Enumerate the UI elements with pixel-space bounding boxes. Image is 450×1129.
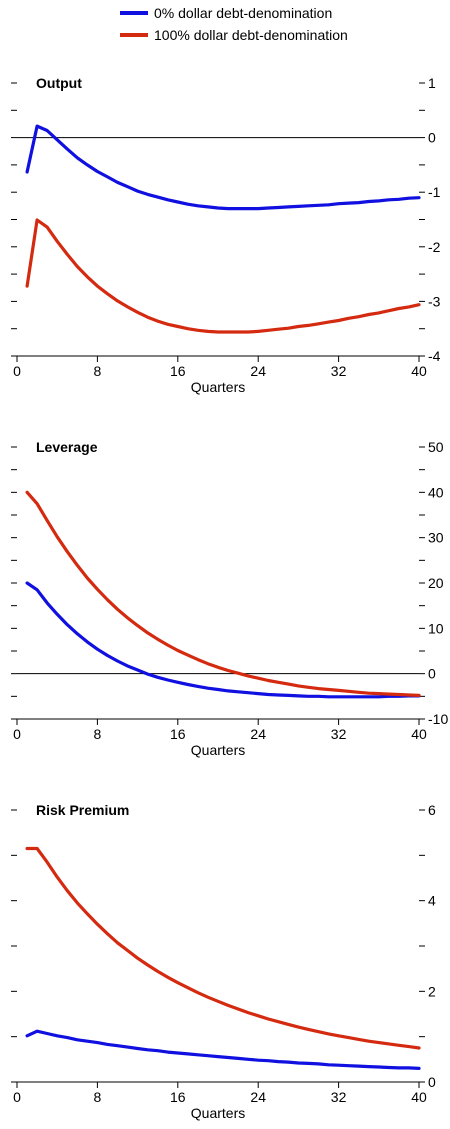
- y-tick-label: 1: [428, 75, 436, 91]
- x-tick-label: 0: [13, 1089, 21, 1105]
- x-tick-label: 32: [331, 726, 347, 742]
- x-axis-title: Quarters: [191, 1105, 245, 1121]
- x-tick-label: 16: [170, 363, 186, 379]
- legend: 0% dollar debt-denomination 100% dollar …: [120, 5, 348, 43]
- x-tick-label: 24: [250, 1089, 266, 1105]
- chart-panel-1: -4 -3 -2 -1 0 1 0 8 16 24 32 40 Quarters Output: [11, 75, 441, 395]
- y-tick-label: 6: [428, 802, 436, 818]
- series-line-0pct: [25, 1029, 421, 1071]
- series-line-100pct: [25, 490, 421, 698]
- x-tick-label: 32: [331, 363, 347, 379]
- series-line-100pct: [25, 218, 421, 334]
- x-tick-label: 0: [13, 363, 21, 379]
- chart-panel-2: -10 0 10 20 30 40 50 0 8 16 24 32 40 Quarters Leverage: [11, 439, 448, 758]
- y-tick-label: -4: [428, 348, 441, 364]
- x-tick-label: 40: [411, 1089, 427, 1105]
- y-tick-label: 30: [428, 530, 444, 546]
- x-tick-label: 8: [94, 726, 102, 742]
- y-tick-label: -1: [428, 184, 441, 200]
- x-tick-label: 40: [411, 726, 427, 742]
- panel-title: Output: [36, 75, 82, 91]
- y-tick-label: -2: [428, 239, 441, 255]
- x-tick-label: 24: [250, 363, 266, 379]
- series-line-0pct: [25, 581, 421, 699]
- panel-title: Leverage: [36, 439, 98, 455]
- y-tick-label: 2: [428, 983, 436, 999]
- x-tick-label: 8: [94, 1089, 102, 1105]
- y-tick-label: 0: [428, 130, 436, 146]
- y-tick-label: -3: [428, 293, 441, 309]
- panel-title: Risk Premium: [36, 802, 129, 818]
- series-line-0pct: [25, 124, 421, 211]
- x-axis-title: Quarters: [191, 379, 245, 395]
- x-tick-label: 24: [250, 726, 266, 742]
- x-tick-label: 16: [170, 1089, 186, 1105]
- y-tick-label: 20: [428, 575, 444, 591]
- legend-label-0pct: 0% dollar debt-denomination: [154, 5, 332, 21]
- series-line-100pct: [25, 846, 421, 1050]
- x-tick-label: 32: [331, 1089, 347, 1105]
- y-tick-label: 50: [428, 439, 444, 455]
- x-tick-label: 40: [411, 363, 427, 379]
- x-tick-label: 0: [13, 726, 21, 742]
- legend-label-100pct: 100% dollar debt-denomination: [154, 27, 348, 43]
- x-tick-label: 8: [94, 363, 102, 379]
- y-tick-label: 0: [428, 666, 436, 682]
- y-tick-label: 40: [428, 484, 444, 500]
- x-axis-title: Quarters: [191, 742, 245, 758]
- y-tick-label: 0: [428, 1074, 436, 1090]
- y-tick-label: 10: [428, 620, 444, 636]
- y-tick-label: -10: [428, 711, 448, 727]
- y-tick-label: 4: [428, 893, 436, 909]
- x-tick-label: 16: [170, 726, 186, 742]
